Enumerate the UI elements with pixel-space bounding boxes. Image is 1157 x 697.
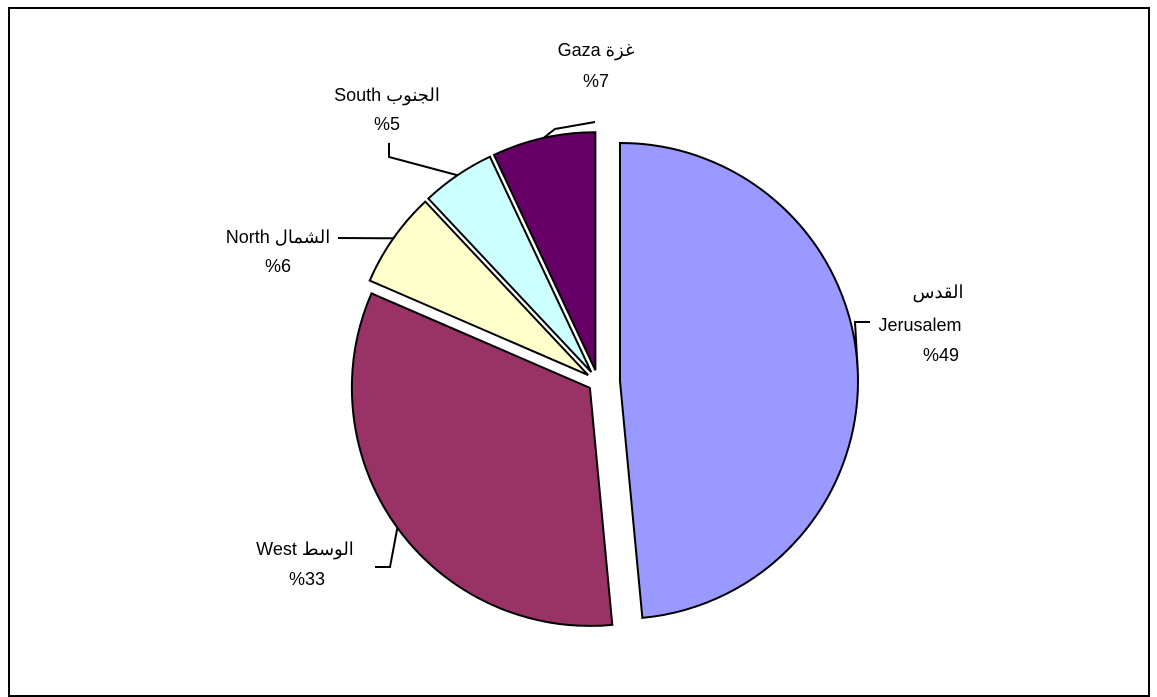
label-gaza: Gaza غزة %7 bbox=[558, 40, 635, 91]
label-south-name: South الجنوب bbox=[334, 85, 440, 106]
label-west: West الوسط %33 bbox=[256, 539, 354, 589]
label-south-value: %5 bbox=[374, 114, 400, 134]
label-north: North الشمال %6 bbox=[226, 227, 331, 276]
pie-slice-jerusalem bbox=[620, 143, 858, 618]
label-jerusalem: القدس Jerusalem %49 bbox=[878, 282, 963, 365]
label-north-name: North الشمال bbox=[226, 227, 331, 247]
label-north-value: %6 bbox=[265, 256, 291, 276]
label-west-name: West الوسط bbox=[256, 539, 354, 560]
label-gaza-value: %7 bbox=[583, 71, 609, 91]
leader-line-jerusalem bbox=[855, 322, 870, 370]
label-jerusalem-value: %49 bbox=[923, 345, 959, 365]
label-west-value: %33 bbox=[289, 569, 325, 589]
label-jerusalem-line1: القدس bbox=[912, 282, 963, 303]
leader-line-west bbox=[375, 528, 397, 567]
label-gaza-name: Gaza غزة bbox=[558, 40, 635, 61]
label-jerusalem-line2: Jerusalem bbox=[878, 315, 961, 335]
leader-line-south bbox=[389, 143, 457, 175]
label-south: South الجنوب %5 bbox=[334, 85, 440, 134]
pie-slices bbox=[352, 132, 858, 626]
